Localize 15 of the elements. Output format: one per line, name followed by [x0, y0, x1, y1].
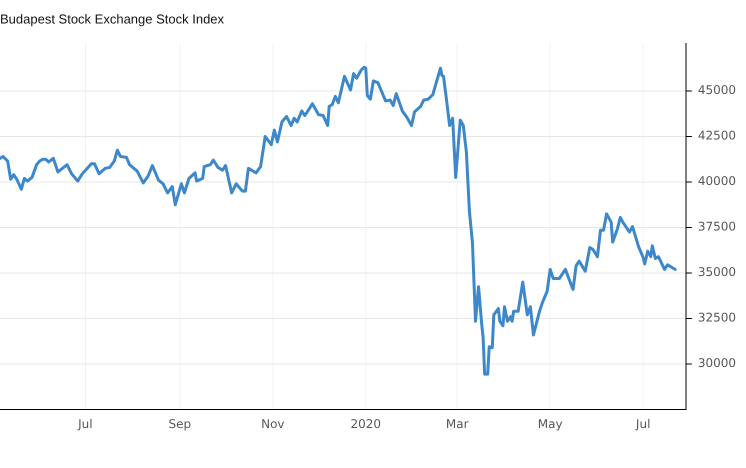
- y-tick-label: 45000: [698, 83, 736, 98]
- y-tick-label: 30000: [698, 356, 736, 370]
- x-tick-label: Sep: [168, 416, 192, 431]
- chart-title: Budapest Stock Exchange Stock Index: [0, 11, 225, 26]
- y-tick-label: 42500: [698, 128, 736, 143]
- x-tick-label: Jul: [634, 416, 650, 431]
- y-tick-label: 35000: [698, 265, 736, 280]
- y-tick-label: 37500: [698, 220, 736, 234]
- x-tick-label: 2020: [350, 416, 382, 431]
- x-tick-label: Nov: [261, 416, 285, 431]
- y-tick-label: 32500: [698, 310, 736, 325]
- x-tick-label: May: [538, 416, 563, 431]
- x-tick-label: Jul: [77, 416, 93, 431]
- y-tick-label: 40000: [698, 174, 736, 188]
- x-tick-label: Mar: [446, 416, 469, 431]
